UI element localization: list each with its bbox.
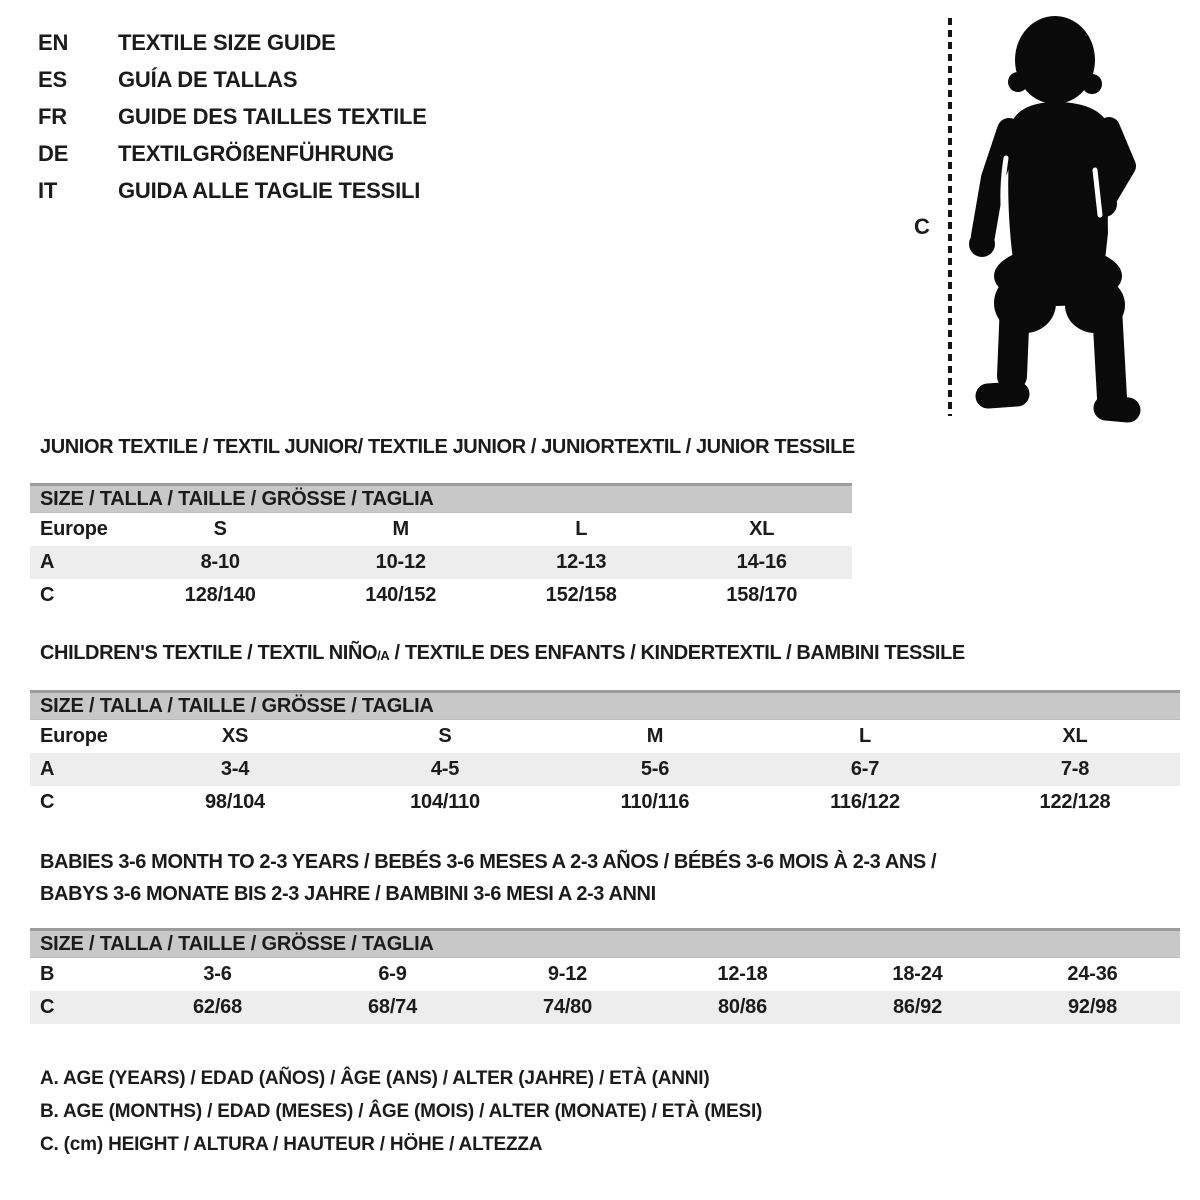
- size-cell: M: [646, 725, 664, 747]
- row-label: A: [40, 758, 55, 780]
- footnote-a: A. AGE (YEARS) / EDAD (AÑOS) / ÂGE (ANS)…: [40, 1068, 710, 1089]
- size-cell: 8-10: [200, 551, 240, 573]
- junior-size-table: SIZE / TALLA / TAILLE / GRÖSSE / TAGLIA …: [30, 483, 852, 612]
- size-cell: 3-6: [203, 963, 232, 985]
- size-cell: 92/98: [1067, 996, 1118, 1018]
- children-title-prefix: CHILDREN'S TEXTILE / TEXTIL NIÑO: [40, 642, 378, 664]
- table-row: C 128/140 140/152 152/158 158/170: [30, 579, 852, 612]
- table-row: Europe S M L XL: [30, 513, 852, 546]
- language-legend: EN TEXTILE SIZE GUIDE ES GUÍA DE TALLAS …: [38, 24, 427, 209]
- toddler-silhouette-icon: [969, 16, 1141, 423]
- babies-section-title-line1: BABIES 3-6 MONTH TO 2-3 YEARS / BEBÉS 3-…: [40, 851, 937, 873]
- language-label: TEXTILGRÖßENFÜHRUNG: [118, 141, 395, 166]
- babies-size-table: SIZE / TALLA / TAILLE / GRÖSSE / TAGLIA …: [30, 928, 1180, 1024]
- row-label: C: [40, 584, 55, 606]
- language-code: FR: [38, 104, 67, 129]
- size-cell: 110/116: [620, 791, 690, 813]
- size-cell: 158/170: [726, 584, 798, 606]
- size-cell: 74/80: [542, 996, 593, 1018]
- footnotes: A. AGE (YEARS) / EDAD (AÑOS) / ÂGE (ANS)…: [40, 1062, 762, 1161]
- row-label: Europe: [40, 518, 108, 540]
- babies-section-title-line2: BABYS 3-6 MONATE BIS 2-3 JAHRE / BAMBINI…: [40, 883, 656, 905]
- height-measure-dashed-line: [948, 18, 952, 416]
- size-cell: 9-12: [547, 963, 588, 985]
- size-cell: M: [392, 518, 410, 540]
- language-label: GUÍA DE TALLAS: [118, 67, 298, 92]
- size-cell: 12-13: [556, 551, 607, 573]
- size-cell: 62/68: [192, 996, 243, 1018]
- language-label: GUIDA ALLE TAGLIE TESSILI: [118, 178, 421, 203]
- size-cell: 5-6: [640, 758, 670, 780]
- table-row: Europe XS S M L XL: [30, 720, 1180, 753]
- children-title-subscript: /A: [377, 648, 390, 663]
- language-code: ES: [38, 67, 67, 92]
- height-measure-label: C: [914, 214, 930, 239]
- row-label: C: [40, 996, 55, 1018]
- size-cell: S: [438, 725, 452, 747]
- table-row: A 8-10 10-12 12-13 14-16: [30, 546, 852, 579]
- size-cell: 68/74: [367, 996, 418, 1018]
- children-section-title: CHILDREN'S TEXTILE / TEXTIL NIÑO/A / TEX…: [40, 642, 965, 665]
- table-row: B 3-6 6-9 9-12 12-18 18-24 24-36: [30, 958, 1180, 991]
- size-cell: 122/128: [1039, 791, 1111, 813]
- junior-section-title: JUNIOR TEXTILE / TEXTIL JUNIOR/ TEXTILE …: [40, 436, 855, 458]
- language-row: IT GUIDA ALLE TAGLIE TESSILI: [38, 172, 427, 209]
- language-label: GUIDE DES TAILLES TEXTILE: [118, 104, 427, 129]
- size-cell: XL: [749, 518, 775, 540]
- size-cell: 6-7: [850, 758, 880, 780]
- children-title-suffix: / TEXTILE DES ENFANTS / KINDERTEXTIL / B…: [389, 642, 966, 664]
- size-cell: 104/110: [410, 791, 480, 813]
- size-cell: 6-9: [378, 963, 407, 985]
- row-label: B: [40, 963, 55, 985]
- size-cell: 7-8: [1060, 758, 1090, 780]
- row-label: C: [40, 791, 55, 813]
- language-code: EN: [38, 30, 69, 55]
- language-label: TEXTILE SIZE GUIDE: [118, 30, 336, 55]
- size-cell: 4-5: [430, 758, 460, 780]
- size-cell: 86/92: [892, 996, 943, 1018]
- size-header-bar: SIZE / TALLA / TAILLE / GRÖSSE / TAGLIA: [30, 690, 1180, 720]
- language-row: ES GUÍA DE TALLAS: [38, 61, 427, 98]
- size-cell: S: [213, 518, 227, 540]
- size-cell: L: [858, 725, 872, 747]
- table-row: C 62/68 68/74 74/80 80/86 86/92 92/98: [30, 991, 1180, 1024]
- language-code: IT: [38, 178, 58, 203]
- table-row: A 3-4 4-5 5-6 6-7 7-8: [30, 753, 1180, 786]
- footnote-c: C. (cm) HEIGHT / ALTURA / HAUTEUR / HÖHE…: [40, 1134, 543, 1155]
- size-cell: 80/86: [717, 996, 768, 1018]
- row-label: A: [40, 551, 55, 573]
- size-cell: 18-24: [892, 963, 943, 985]
- language-code: DE: [38, 141, 69, 166]
- size-cell: L: [575, 518, 588, 540]
- size-cell: 3-4: [220, 758, 250, 780]
- size-cell: 128/140: [184, 584, 256, 606]
- size-cell: 14-16: [736, 551, 787, 573]
- size-cell: 116/122: [830, 791, 900, 813]
- table-row: C 98/104 104/110 110/116 116/122 122/128: [30, 786, 1180, 819]
- language-row: EN TEXTILE SIZE GUIDE: [38, 24, 427, 61]
- size-header-bar: SIZE / TALLA / TAILLE / GRÖSSE / TAGLIA: [30, 483, 852, 513]
- size-cell: 152/158: [545, 584, 617, 606]
- children-size-table: SIZE / TALLA / TAILLE / GRÖSSE / TAGLIA …: [30, 690, 1180, 819]
- row-label: Europe: [40, 725, 108, 747]
- language-row: FR GUIDE DES TAILLES TEXTILE: [38, 98, 427, 135]
- language-row: DE TEXTILGRÖßENFÜHRUNG: [38, 135, 427, 172]
- size-cell: 98/104: [205, 791, 265, 813]
- size-cell: 140/152: [365, 584, 437, 606]
- size-cell: 12-18: [717, 963, 768, 985]
- size-cell: 10-12: [375, 551, 426, 573]
- size-header-bar: SIZE / TALLA / TAILLE / GRÖSSE / TAGLIA: [30, 928, 1180, 958]
- footnote-b: B. AGE (MONTHS) / EDAD (MESES) / ÂGE (MO…: [40, 1101, 763, 1122]
- size-cell: XS: [221, 725, 249, 747]
- size-cell: XL: [1062, 725, 1088, 747]
- size-cell: 24-36: [1067, 963, 1118, 985]
